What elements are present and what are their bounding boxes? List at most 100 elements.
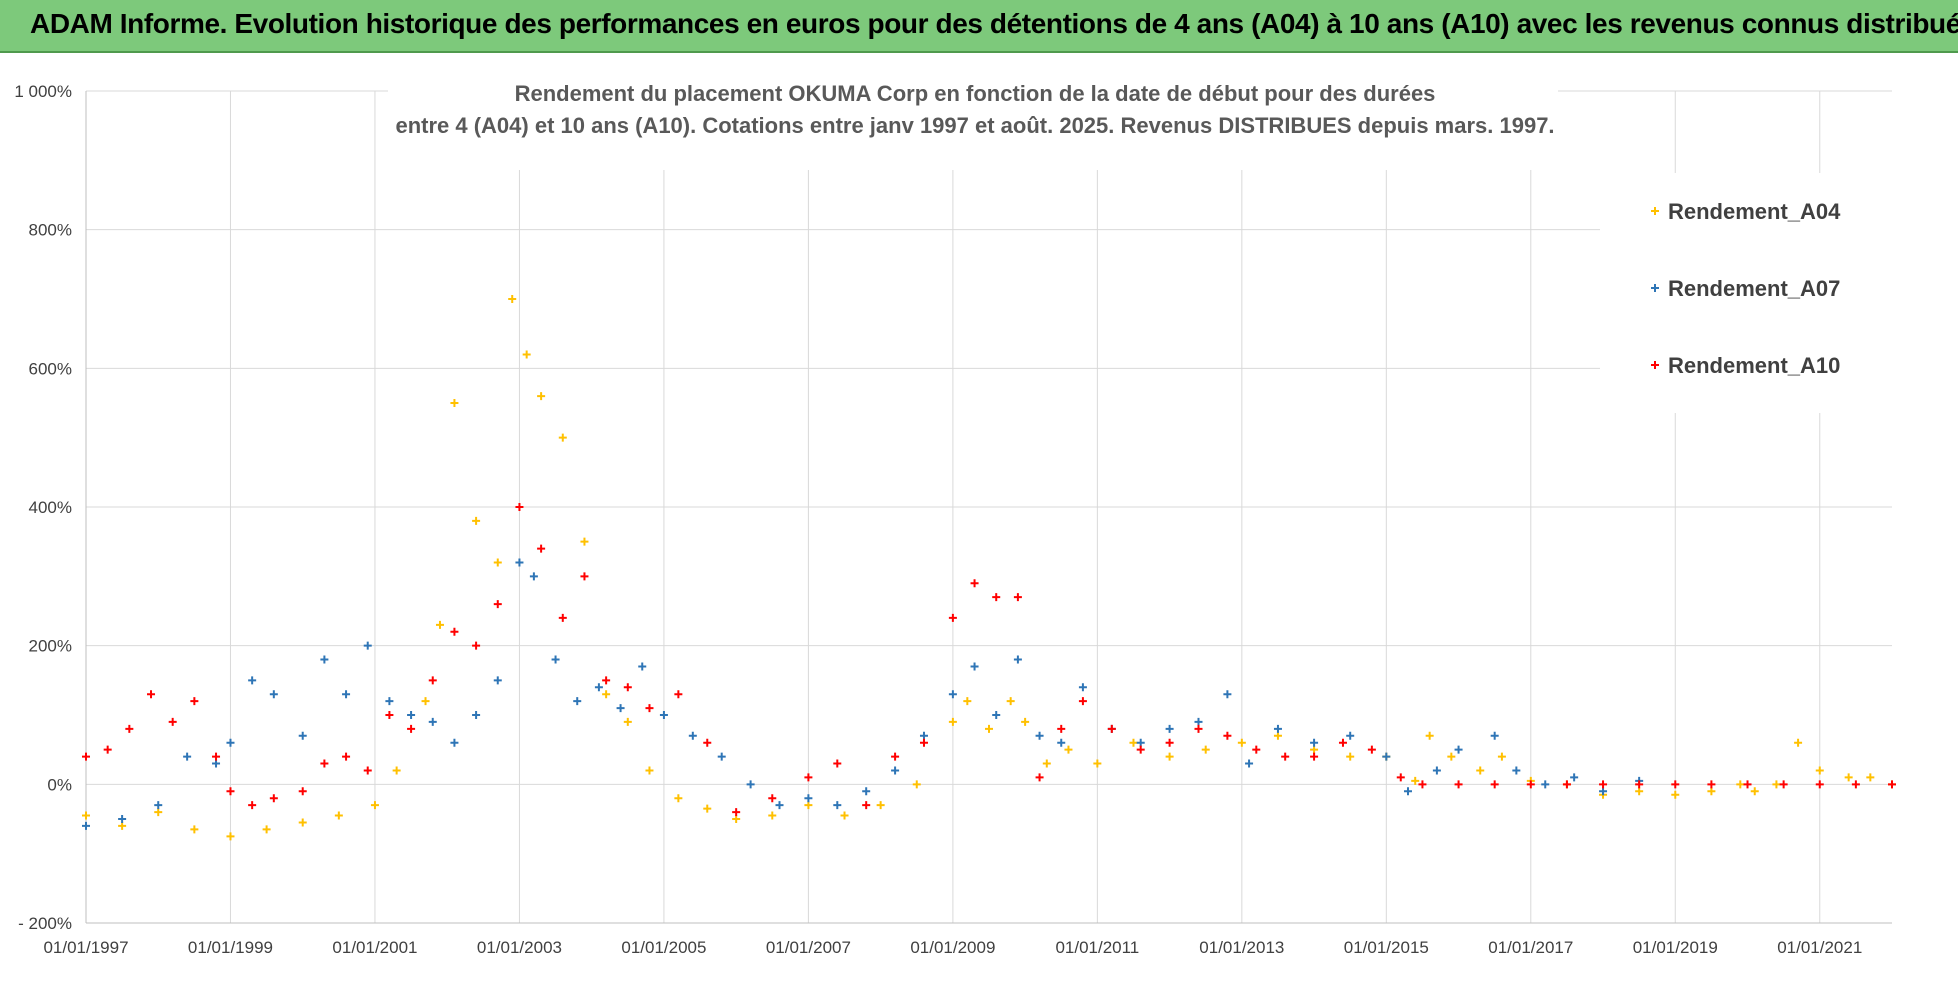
data-point — [226, 787, 235, 796]
data-point — [363, 641, 372, 650]
data-point — [1338, 738, 1347, 747]
data-point — [1165, 752, 1174, 761]
data-point — [1490, 780, 1499, 789]
data-point — [1707, 780, 1716, 789]
data-point — [948, 613, 957, 622]
data-point — [746, 780, 755, 789]
data-point — [298, 731, 307, 740]
data-point — [1425, 731, 1434, 740]
x-tick-label: 01/01/2011 — [1055, 938, 1139, 957]
data-point — [833, 759, 842, 768]
data-point — [385, 711, 394, 719]
data-point — [1454, 745, 1463, 754]
data-point — [1562, 780, 1571, 789]
data-point — [269, 690, 278, 699]
data-point — [1165, 724, 1174, 733]
data-point — [623, 717, 632, 726]
data-point — [342, 752, 351, 761]
data-point — [450, 399, 459, 407]
data-point — [573, 697, 582, 706]
data-point — [428, 676, 437, 685]
data-point — [688, 731, 697, 740]
data-point — [370, 801, 379, 810]
x-tick-label: 01/01/2007 — [766, 938, 851, 957]
data-point — [623, 683, 632, 692]
data-point — [472, 516, 481, 525]
data-point — [82, 752, 90, 761]
data-point — [558, 613, 567, 622]
data-point — [1635, 787, 1644, 796]
data-point — [775, 801, 784, 810]
data-point — [1736, 780, 1745, 789]
data-point — [1346, 752, 1355, 761]
data-point — [985, 724, 993, 733]
data-point — [407, 724, 416, 733]
data-point — [1743, 780, 1752, 789]
data-point — [1281, 752, 1290, 761]
data-point — [212, 759, 221, 768]
data-point — [226, 832, 235, 841]
data-point — [768, 794, 777, 803]
data-point — [1512, 766, 1521, 775]
data-point — [82, 821, 90, 830]
data-point — [912, 780, 921, 789]
data-point — [1223, 690, 1232, 699]
report-banner: ADAM Informe. Evolution historique des p… — [0, 0, 1958, 53]
data-point — [1194, 717, 1203, 726]
data-point — [103, 745, 112, 754]
data-point — [1635, 780, 1644, 789]
data-point — [515, 503, 524, 511]
data-point — [515, 558, 524, 567]
data-point — [183, 752, 192, 761]
legend-box — [1600, 173, 1900, 413]
data-point — [645, 766, 654, 775]
data-point — [1367, 745, 1376, 754]
data-point — [1310, 752, 1319, 761]
data-point — [522, 350, 531, 359]
x-tick-label: 01/01/2003 — [477, 938, 562, 957]
data-point — [472, 641, 481, 650]
data-point — [1707, 787, 1716, 796]
x-tick-label: 01/01/2021 — [1777, 938, 1862, 957]
data-point — [1815, 780, 1824, 789]
data-point — [1346, 731, 1355, 740]
data-point — [1237, 738, 1246, 747]
data-point — [992, 593, 1001, 602]
data-point — [1671, 790, 1680, 799]
y-tick-label: 200% — [29, 637, 72, 656]
data-point — [804, 773, 813, 782]
data-point — [118, 821, 127, 830]
data-point — [919, 731, 928, 740]
data-point — [154, 808, 163, 817]
legend-marker-icon — [1651, 284, 1659, 292]
data-point — [891, 766, 900, 775]
legend-label: Rendement_A04 — [1668, 199, 1841, 224]
data-point — [428, 717, 437, 726]
data-point — [493, 676, 502, 685]
data-point — [82, 811, 90, 820]
data-point — [450, 627, 459, 636]
data-point — [537, 392, 546, 401]
data-point — [1194, 724, 1203, 733]
data-point — [1866, 773, 1875, 782]
data-point — [147, 690, 156, 699]
series-rendement-a07 — [82, 558, 1644, 830]
data-point — [558, 433, 567, 442]
data-point — [125, 724, 134, 733]
data-point — [862, 787, 871, 796]
data-point — [154, 801, 163, 810]
data-point — [1476, 766, 1485, 775]
data-point — [421, 697, 430, 706]
legend-label: Rendement_A10 — [1668, 353, 1840, 378]
x-tick-label: 01/01/2019 — [1633, 938, 1718, 957]
data-point — [1078, 697, 1087, 706]
data-point — [703, 738, 712, 747]
data-point — [1599, 787, 1608, 796]
data-point — [551, 655, 560, 664]
data-point — [703, 804, 712, 813]
data-point — [840, 811, 849, 820]
data-point — [1570, 773, 1579, 782]
data-point — [269, 794, 278, 803]
data-point — [392, 766, 401, 775]
y-tick-label: 1 000% — [14, 82, 72, 101]
